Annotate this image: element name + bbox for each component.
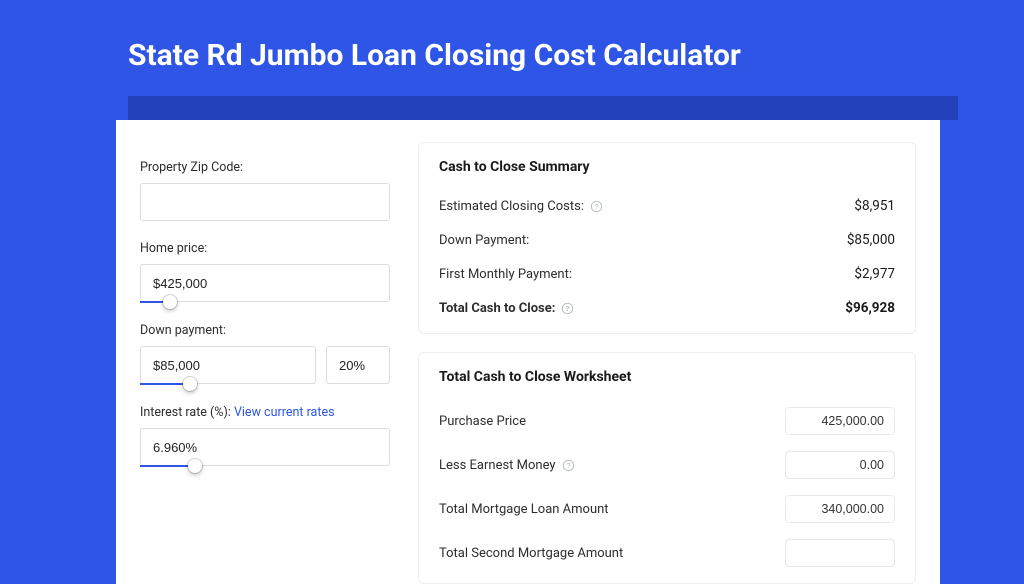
worksheet-card: Total Cash to Close Worksheet Purchase P… bbox=[418, 352, 916, 584]
summary-row-label-text: First Monthly Payment: bbox=[439, 267, 572, 282]
summary-row-label-text: Down Payment: bbox=[439, 233, 529, 248]
home-price-slider-thumb[interactable] bbox=[163, 295, 177, 309]
summary-row-value: $85,000 bbox=[847, 232, 895, 248]
worksheet-row-label-text: Purchase Price bbox=[439, 414, 526, 429]
view-current-rates-link[interactable]: View current rates bbox=[234, 405, 335, 420]
worksheet-row-label-text: Less Earnest Money bbox=[439, 458, 556, 473]
summary-row-value: $8,951 bbox=[854, 198, 895, 214]
worksheet-row-label-text: Total Second Mortgage Amount bbox=[439, 546, 623, 561]
worksheet-row-label: Purchase Price bbox=[439, 414, 526, 429]
page-title: State Rd Jumbo Loan Closing Cost Calcula… bbox=[0, 0, 1024, 73]
summary-row: Total Cash to Close:? $96,928 bbox=[439, 291, 895, 325]
interest-rate-slider-fill bbox=[140, 465, 195, 467]
interest-rate-input[interactable] bbox=[140, 428, 390, 466]
worksheet-row-value[interactable] bbox=[785, 539, 895, 567]
panel-header-strip bbox=[128, 96, 958, 120]
results-column: Cash to Close Summary Estimated Closing … bbox=[418, 142, 916, 584]
help-icon[interactable]: ? bbox=[562, 459, 575, 472]
zip-label: Property Zip Code: bbox=[140, 160, 390, 175]
summary-row-value: $96,928 bbox=[845, 300, 895, 316]
worksheet-row: Purchase Price bbox=[439, 399, 895, 443]
worksheet-row: Total Mortgage Loan Amount bbox=[439, 487, 895, 531]
worksheet-row-label-text: Total Mortgage Loan Amount bbox=[439, 502, 609, 517]
help-icon[interactable]: ? bbox=[590, 200, 603, 213]
worksheet-row-label: Less Earnest Money? bbox=[439, 458, 575, 473]
down-payment-percent-input[interactable] bbox=[326, 346, 390, 384]
interest-rate-slider-thumb[interactable] bbox=[188, 459, 202, 473]
inputs-column: Property Zip Code: Home price: Down paym… bbox=[140, 142, 390, 584]
summary-row-label-text: Total Cash to Close: bbox=[439, 301, 555, 316]
home-price-slider[interactable] bbox=[140, 301, 390, 303]
home-price-input[interactable] bbox=[140, 264, 390, 302]
summary-row-label: Estimated Closing Costs:? bbox=[439, 199, 603, 214]
calculator-card: Property Zip Code: Home price: Down paym… bbox=[116, 120, 940, 584]
help-icon[interactable]: ? bbox=[561, 302, 574, 315]
svg-text:?: ? bbox=[566, 303, 571, 312]
summary-row-label-text: Estimated Closing Costs: bbox=[439, 199, 584, 214]
interest-rate-slider[interactable] bbox=[140, 465, 390, 467]
summary-row: First Monthly Payment: $2,977 bbox=[439, 257, 895, 291]
down-payment-label: Down payment: bbox=[140, 323, 390, 338]
worksheet-row-value[interactable] bbox=[785, 451, 895, 479]
summary-row-label: Total Cash to Close:? bbox=[439, 301, 574, 316]
summary-rows: Estimated Closing Costs:? $8,951 Down Paym… bbox=[439, 189, 895, 325]
worksheet-title: Total Cash to Close Worksheet bbox=[439, 369, 895, 385]
down-payment-field-group: Down payment: bbox=[140, 323, 390, 385]
down-payment-slider[interactable] bbox=[140, 383, 390, 385]
interest-rate-label-text: Interest rate (%): bbox=[140, 405, 234, 420]
worksheet-rows: Purchase Price Less Earnest Money? Total M… bbox=[439, 399, 895, 575]
down-payment-amount-input[interactable] bbox=[140, 346, 316, 384]
zip-input[interactable] bbox=[140, 183, 390, 221]
worksheet-row-label: Total Mortgage Loan Amount bbox=[439, 502, 609, 517]
summary-row: Down Payment: $85,000 bbox=[439, 223, 895, 257]
svg-text:?: ? bbox=[566, 460, 570, 469]
down-payment-slider-thumb[interactable] bbox=[183, 377, 197, 391]
summary-title: Cash to Close Summary bbox=[439, 159, 895, 175]
interest-rate-label: Interest rate (%): View current rates bbox=[140, 405, 390, 420]
worksheet-row-label: Total Second Mortgage Amount bbox=[439, 546, 623, 561]
summary-row: Estimated Closing Costs:? $8,951 bbox=[439, 189, 895, 223]
interest-rate-field-group: Interest rate (%): View current rates bbox=[140, 405, 390, 467]
summary-card: Cash to Close Summary Estimated Closing … bbox=[418, 142, 916, 334]
summary-row-label: Down Payment: bbox=[439, 233, 529, 248]
home-price-label: Home price: bbox=[140, 241, 390, 256]
home-price-field-group: Home price: bbox=[140, 241, 390, 303]
worksheet-row: Less Earnest Money? bbox=[439, 443, 895, 487]
worksheet-row: Total Second Mortgage Amount bbox=[439, 531, 895, 575]
zip-field-group: Property Zip Code: bbox=[140, 160, 390, 221]
worksheet-row-value[interactable] bbox=[785, 407, 895, 435]
svg-text:?: ? bbox=[594, 201, 598, 210]
summary-row-value: $2,977 bbox=[854, 266, 895, 282]
summary-row-label: First Monthly Payment: bbox=[439, 267, 572, 282]
worksheet-row-value[interactable] bbox=[785, 495, 895, 523]
